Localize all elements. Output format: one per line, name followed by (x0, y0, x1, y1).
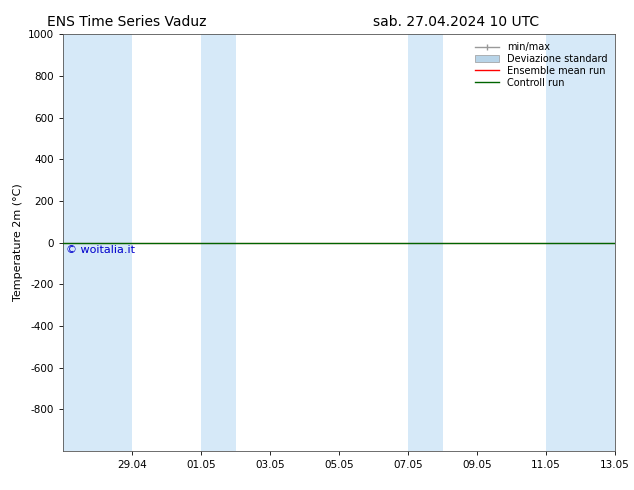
Y-axis label: Temperature 2m (°C): Temperature 2m (°C) (13, 184, 23, 301)
Bar (63, 34, 133, 451)
Text: sab. 27.04.2024 10 UTC: sab. 27.04.2024 10 UTC (373, 15, 540, 29)
Text: ENS Time Series Vaduz: ENS Time Series Vaduz (47, 15, 207, 29)
Legend: min/max, Deviazione standard, Ensemble mean run, Controll run: min/max, Deviazione standard, Ensemble m… (472, 39, 610, 91)
Bar (546, 34, 615, 451)
Bar (202, 34, 236, 451)
Bar (408, 34, 443, 451)
Text: © woitalia.it: © woitalia.it (66, 245, 135, 255)
